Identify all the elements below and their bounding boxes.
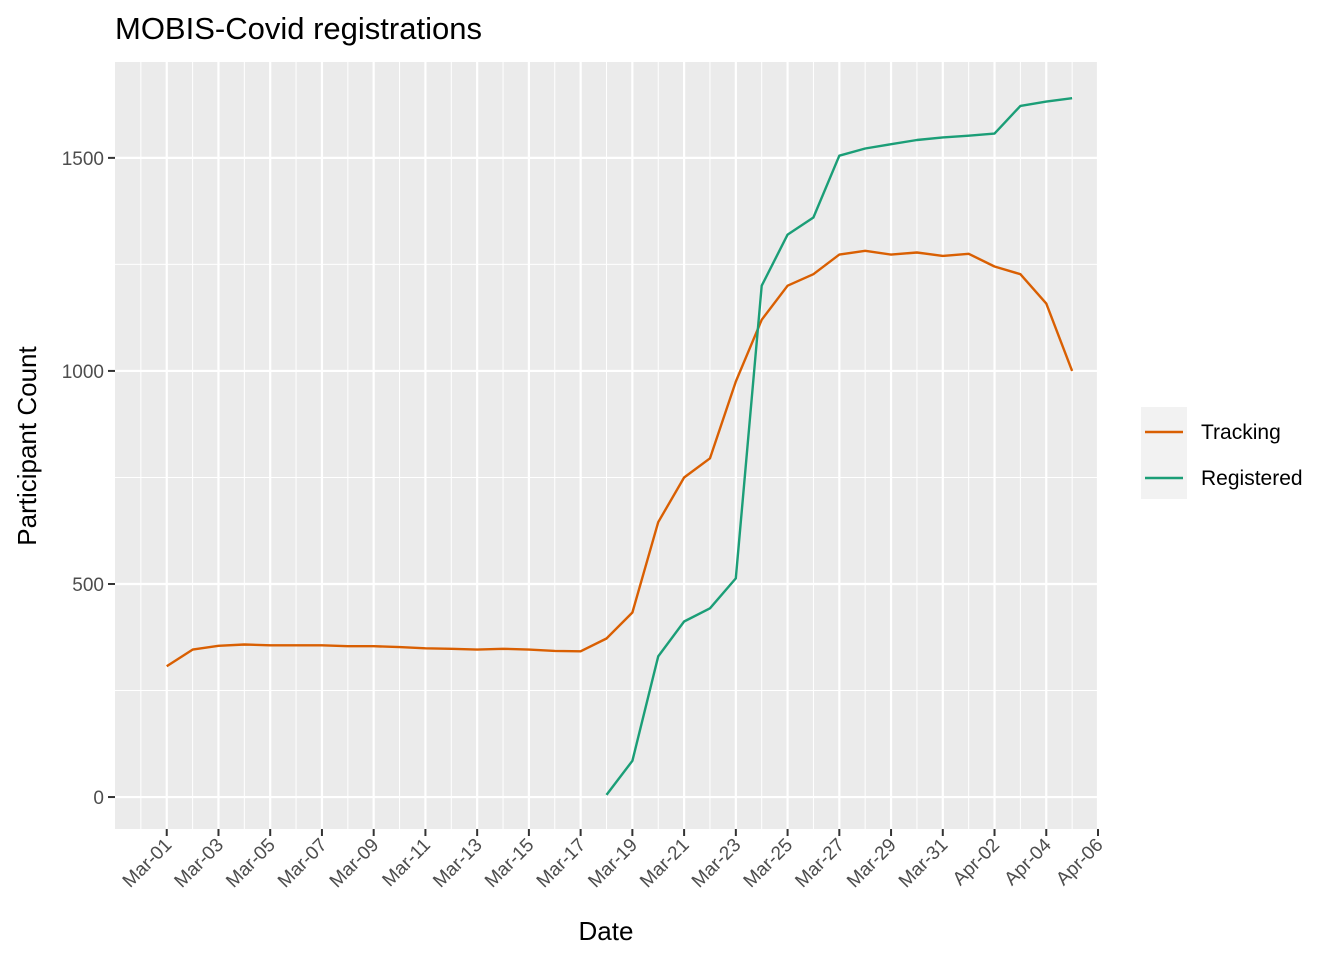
x-tick-label: Mar-05 xyxy=(222,835,279,892)
x-tick-label: Mar-11 xyxy=(379,835,435,891)
x-tick-label: Mar-27 xyxy=(791,835,848,892)
legend-background xyxy=(1141,407,1187,499)
x-tick-label: Mar-15 xyxy=(481,835,538,892)
x-tick-label: Mar-13 xyxy=(429,835,486,892)
x-tick-label: Apr-04 xyxy=(1001,834,1056,889)
x-axis-title: Date xyxy=(579,916,634,946)
x-tick-label: Mar-25 xyxy=(740,835,797,892)
major-gridlines xyxy=(115,62,1100,829)
x-tick-label: Mar-31 xyxy=(895,835,952,892)
y-axis: 0 500 1000 1500 xyxy=(62,149,115,809)
series-layer xyxy=(166,97,1074,796)
x-axis: Mar-01Mar-03Mar-05Mar-07Mar-09Mar-11Mar-… xyxy=(119,829,1108,892)
legend-label-tracking: Tracking xyxy=(1201,421,1281,444)
x-tick-label: Mar-03 xyxy=(171,835,228,892)
x-tick-label: Mar-29 xyxy=(843,835,900,892)
x-tick-label: Mar-21 xyxy=(636,835,693,892)
chart-title: MOBIS-Covid registrations xyxy=(115,11,482,46)
y-tick-label: 0 xyxy=(93,788,104,809)
x-tick-label: Apr-06 xyxy=(1052,835,1107,890)
x-tick-label: Mar-17 xyxy=(533,835,590,892)
y-tick-label: 1000 xyxy=(62,362,104,383)
series-line-tracking xyxy=(166,249,1074,668)
y-tick-label: 1500 xyxy=(62,149,104,170)
x-tick-label: Mar-23 xyxy=(688,835,745,892)
series-line-registered xyxy=(605,97,1073,796)
legend: Tracking Registered xyxy=(1141,407,1303,499)
y-tick-label: 500 xyxy=(72,575,104,596)
x-tick-label: Apr-02 xyxy=(949,835,1004,890)
x-tick-label: Mar-07 xyxy=(274,835,331,892)
minor-gridlines xyxy=(115,62,1098,829)
y-axis-title: Participant Count xyxy=(12,346,42,546)
legend-label-registered: Registered xyxy=(1201,467,1303,490)
x-tick-label: Mar-09 xyxy=(326,835,383,892)
x-tick-label: Mar-19 xyxy=(584,835,641,892)
x-tick-label: Mar-01 xyxy=(119,835,176,892)
